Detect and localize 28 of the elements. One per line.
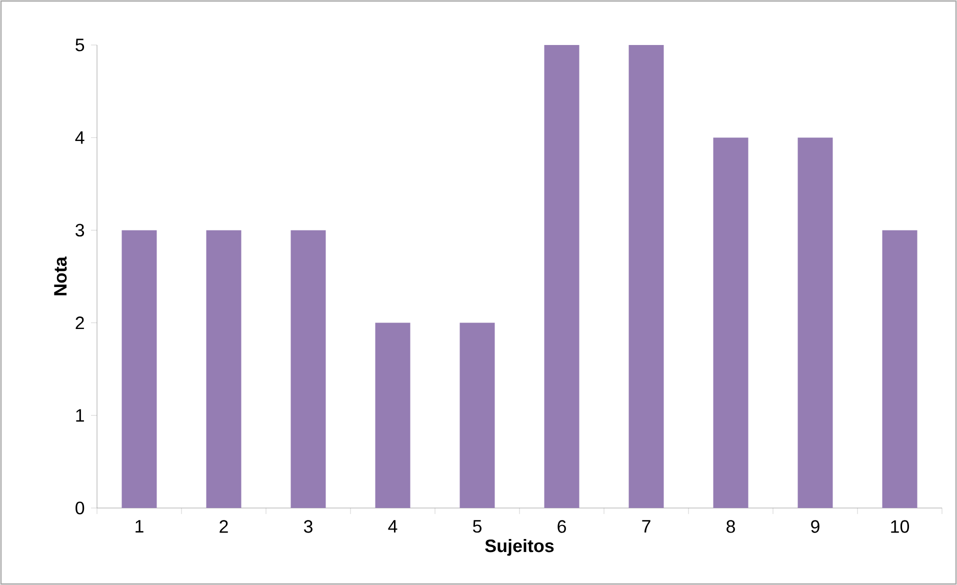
x-axis-title: Sujeitos (485, 539, 554, 556)
x-tick-label: 2 (220, 520, 228, 533)
bar (628, 45, 664, 508)
y-axis-title: Nota (54, 256, 67, 296)
y-tick-label: 1 (76, 409, 84, 422)
x-tick-label: 3 (304, 520, 312, 533)
bar (375, 322, 410, 508)
x-tick-label: 10 (891, 520, 910, 533)
y-tick-label: 2 (76, 316, 84, 330)
y-tick-label: 3 (76, 224, 84, 237)
bar (713, 138, 748, 508)
y-tick-label: 4 (75, 131, 84, 144)
x-tick-label: 4 (388, 520, 398, 533)
bar (206, 230, 242, 508)
bar (122, 230, 157, 508)
x-tick-label: 9 (811, 520, 820, 533)
bar (882, 230, 918, 508)
y-tick-label: 0 (76, 502, 84, 514)
bar (798, 138, 833, 508)
bar (460, 322, 495, 508)
bar (544, 45, 580, 508)
x-tick-label: 5 (472, 520, 482, 533)
bar (290, 230, 326, 508)
x-tick-label: 8 (726, 520, 735, 533)
x-tick-label: 1 (136, 520, 144, 533)
x-tick-label: 6 (558, 520, 566, 533)
y-tick-label: 5 (76, 38, 84, 52)
x-tick-label: 7 (642, 520, 650, 533)
